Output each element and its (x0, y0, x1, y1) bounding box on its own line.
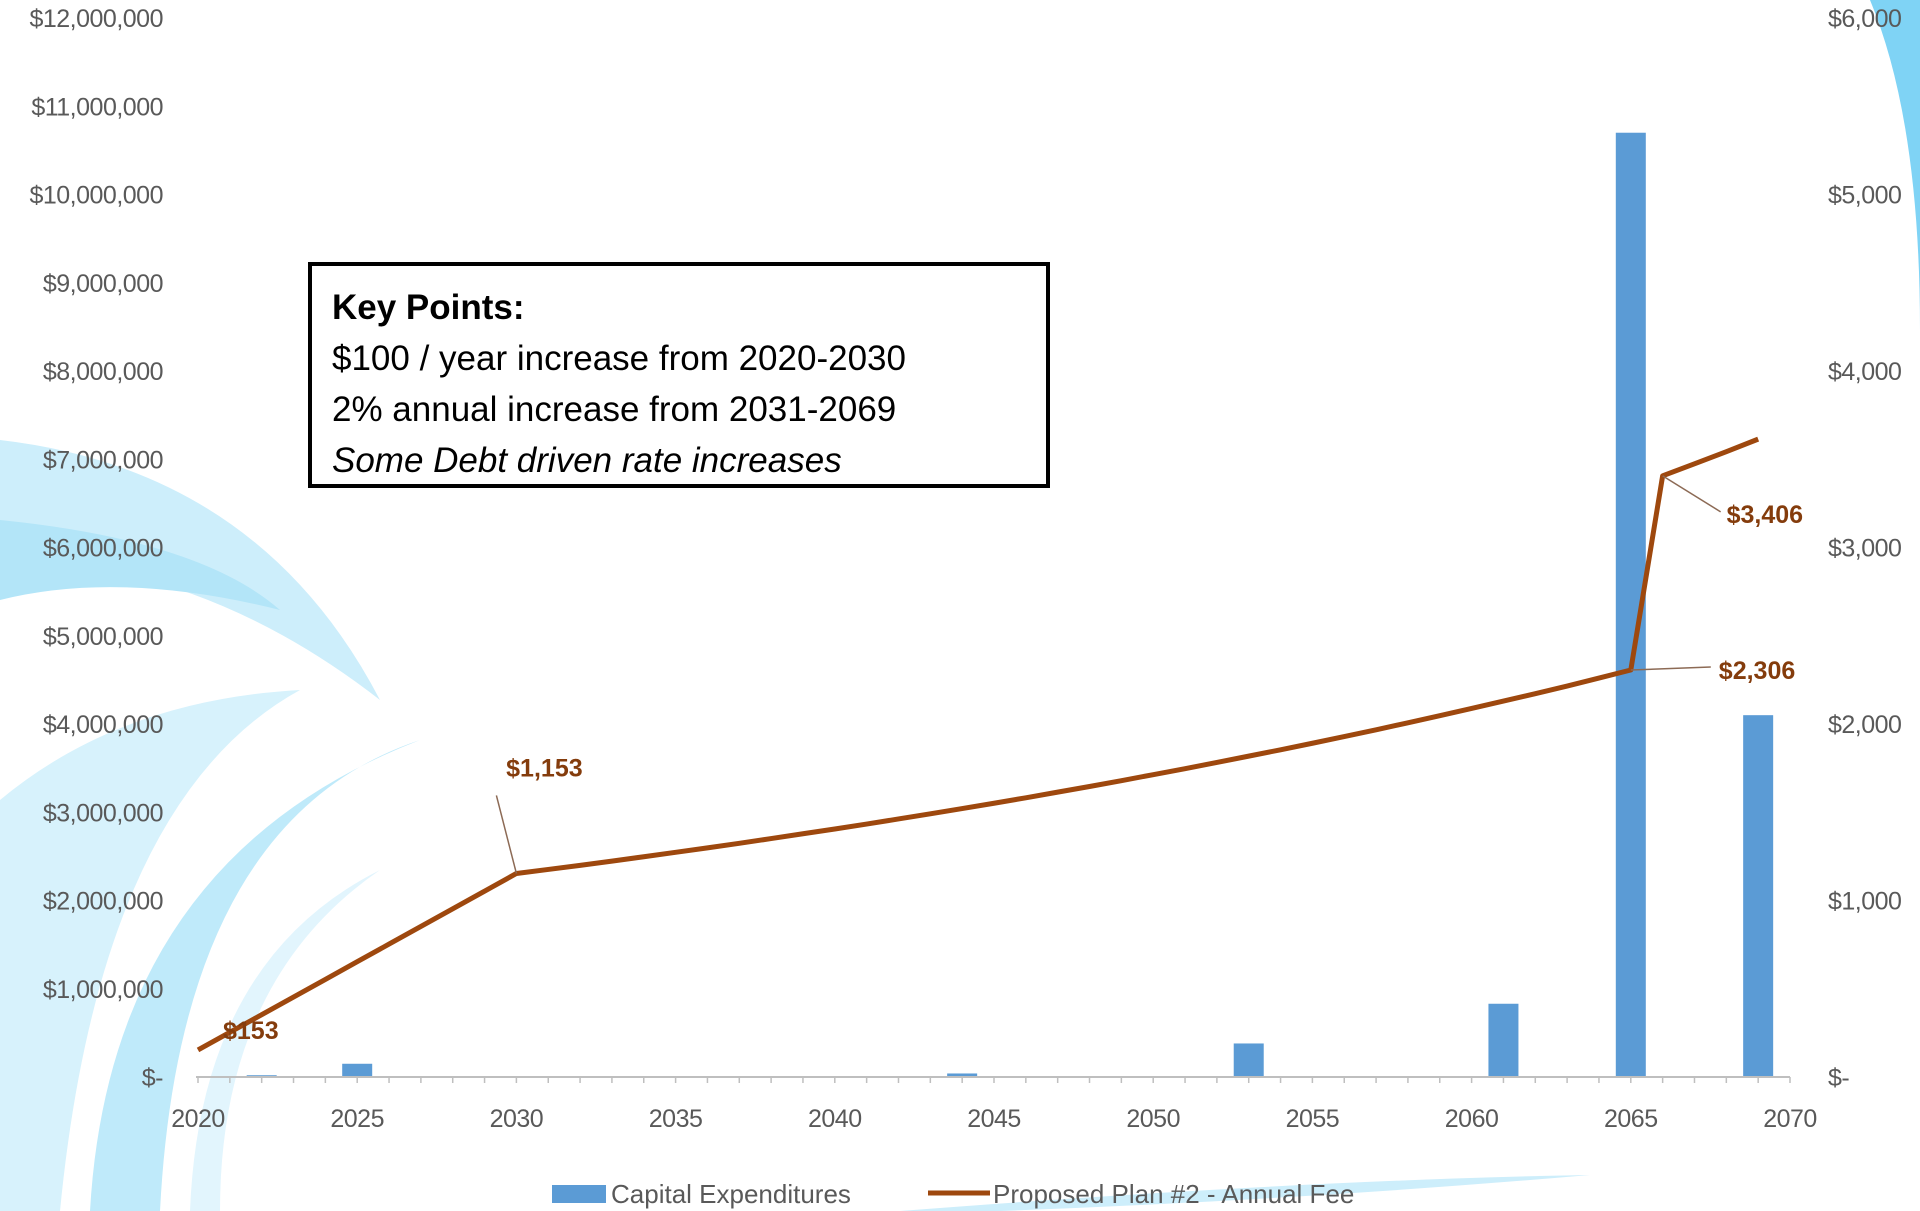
left-tick-label: $6,000,000 (43, 535, 163, 563)
left-tick-label: $5,000,000 (43, 623, 163, 651)
key-point-line-2: 2% annual increase from 2031-2069 (332, 390, 897, 429)
left-tick-label: $12,000,000 (29, 5, 163, 33)
bar-2025 (342, 1063, 373, 1077)
x-tick-label: 2025 (330, 1105, 384, 1133)
x-tick-label: 2060 (1445, 1105, 1499, 1133)
x-tick-label: 2045 (967, 1105, 1021, 1133)
data-label-2020: $153 (223, 1017, 279, 1045)
axis-layer (196, 1076, 1791, 1083)
bar-2069 (1743, 715, 1774, 1077)
right-tick-label: $4,000 (1828, 358, 1901, 386)
left-axis-ticks: $- $1,000,000 $2,000,000 $3,000,000 $4,000,0… (29, 5, 163, 1092)
right-tick-label: $6,000 (1828, 5, 1901, 33)
annual-fee-line (196, 436, 1760, 1053)
annotations-layer: $153 $1,153 $2,306 $3,406 (223, 475, 1803, 1045)
key-points-box: Key Points: $100 / year increase from 20… (308, 262, 1050, 488)
x-tick-label: 2040 (808, 1105, 862, 1133)
key-point-line-1: $100 / year increase from 2020-2030 (332, 339, 906, 378)
x-tick-label: 2055 (1286, 1105, 1340, 1133)
data-label-2030: $1,153 (506, 754, 582, 782)
annotation-leader (1662, 475, 1722, 513)
data-label-2066: $3,406 (1727, 501, 1803, 529)
right-tick-label: $1,000 (1828, 888, 1901, 916)
left-tick-label: $4,000,000 (43, 711, 163, 739)
left-tick-label: $2,000,000 (43, 888, 163, 916)
left-tick-label: $10,000,000 (29, 182, 163, 210)
line-layer (196, 436, 1760, 1053)
legend-label-capital-expenditures: Capital Expenditures (611, 1179, 851, 1209)
key-points-title: Key Points: (332, 288, 525, 327)
bar-2044 (947, 1073, 978, 1077)
right-tick-label: $3,000 (1828, 535, 1901, 563)
left-tick-label: $8,000,000 (43, 358, 163, 386)
x-tick-label: 2065 (1604, 1105, 1658, 1133)
x-axis-ticks: 2020 2025 2030 2035 2040 2045 2050 2055 2060 2065… (171, 1105, 1817, 1133)
bar-2053 (1233, 1043, 1264, 1077)
left-tick-label: $7,000,000 (43, 446, 163, 474)
annotation-leader (1630, 666, 1711, 671)
left-tick-label: $9,000,000 (43, 270, 163, 298)
right-axis-ticks: $- $1,000 $2,000 $3,000 $4,000 $5,000 $6,000 (1828, 5, 1902, 1092)
left-tick-label: $- (142, 1064, 163, 1092)
x-tick-label: 2020 (171, 1105, 225, 1133)
right-tick-label: $5,000 (1828, 182, 1901, 210)
left-tick-label: $3,000,000 (43, 799, 163, 827)
x-tick-label: 2070 (1763, 1105, 1817, 1133)
legend-swatch-capital-expenditures (552, 1185, 606, 1203)
right-tick-label: $- (1828, 1064, 1849, 1092)
key-point-italic-line: Some Debt driven rate increases (332, 441, 842, 480)
left-tick-label: $11,000,000 (31, 93, 163, 121)
legend: Capital Expenditures Proposed Plan #2 - … (552, 1179, 1354, 1209)
right-tick-label: $2,000 (1828, 711, 1901, 739)
data-label-2065: $2,306 (1719, 657, 1795, 685)
legend-label-annual-fee: Proposed Plan #2 - Annual Fee (993, 1179, 1354, 1209)
x-tick-label: 2030 (490, 1105, 544, 1133)
bar-2061 (1488, 1003, 1519, 1077)
annotation-leader (495, 795, 518, 874)
x-tick-label: 2050 (1126, 1105, 1180, 1133)
left-tick-label: $1,000,000 (43, 976, 163, 1004)
x-tick-label: 2035 (649, 1105, 703, 1133)
